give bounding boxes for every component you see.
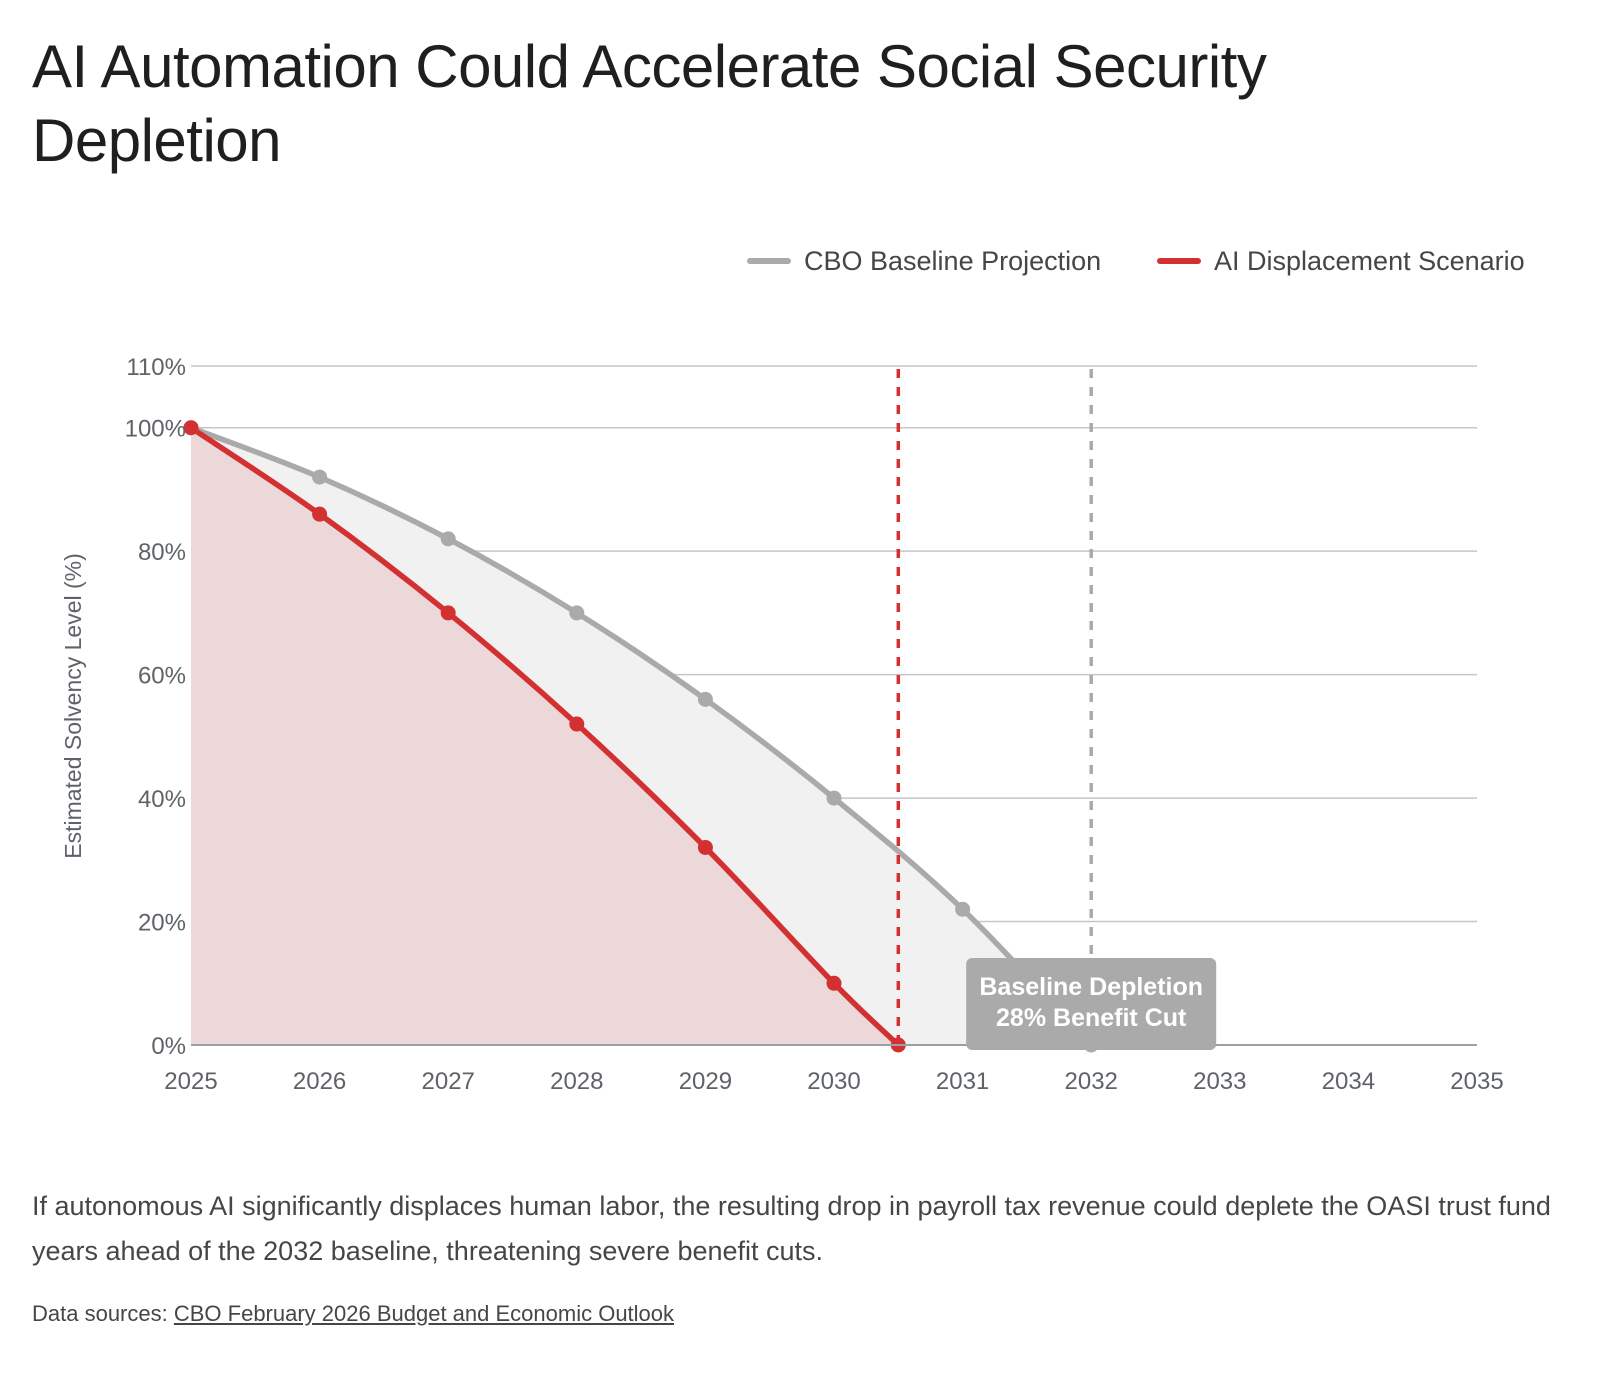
data-point bbox=[312, 506, 328, 522]
series-areas bbox=[191, 427, 1092, 1045]
y-tick-label: 80% bbox=[138, 539, 186, 566]
x-tick-label: 2033 bbox=[1193, 1068, 1246, 1095]
data-point bbox=[697, 839, 713, 855]
x-tick-label: 2030 bbox=[807, 1068, 860, 1095]
data-point bbox=[312, 469, 328, 485]
series-area bbox=[191, 427, 899, 1045]
x-tick-label: 2032 bbox=[1065, 1068, 1118, 1095]
x-tick-label: 2029 bbox=[679, 1068, 732, 1095]
legend: CBO Baseline Projection AI Displacement S… bbox=[747, 246, 1525, 276]
y-axis-title: Estimated Solvency Level (%) bbox=[60, 553, 86, 859]
annotations: Baseline Depletion 28% Benefit Cut bbox=[966, 958, 1217, 1050]
y-tick-label: 20% bbox=[138, 910, 186, 937]
x-tick-label: 2034 bbox=[1322, 1068, 1375, 1095]
y-tick-label: 40% bbox=[138, 786, 186, 813]
y-tick-label: 60% bbox=[138, 663, 186, 690]
chart-caption: If autonomous AI significantly displaces… bbox=[32, 1191, 1551, 1266]
x-tick-label: 2035 bbox=[1450, 1068, 1503, 1095]
data-point bbox=[440, 531, 456, 547]
legend-label: AI Displacement Scenario bbox=[1214, 246, 1525, 276]
data-point bbox=[826, 975, 842, 991]
sources-link[interactable]: CBO February 2026 Budget and Economic Ou… bbox=[173, 1301, 675, 1326]
data-sources: Data sources: CBO February 2026 Budget a… bbox=[32, 1298, 674, 1330]
legend-label: CBO Baseline Projection bbox=[804, 246, 1101, 276]
reference-lines bbox=[896, 369, 1093, 1045]
x-tick-label: 2027 bbox=[422, 1068, 475, 1095]
x-tick-label: 2026 bbox=[293, 1068, 346, 1095]
data-point bbox=[697, 691, 713, 707]
x-tick-label: 2031 bbox=[936, 1068, 989, 1095]
data-point bbox=[569, 716, 585, 732]
axes: 0% 20% 40% 60% 80% 100% 110% Estimated Solvency… bbox=[60, 354, 1504, 1095]
x-tick-label: 2025 bbox=[164, 1068, 217, 1095]
y-tick-label: 100% bbox=[125, 416, 186, 443]
data-point bbox=[440, 605, 456, 621]
annotation-box bbox=[966, 958, 1217, 1050]
data-point bbox=[955, 901, 971, 917]
annotation-text: 28% Benefit Cut bbox=[996, 1004, 1187, 1032]
annotation-text: Baseline Depletion bbox=[979, 973, 1203, 1001]
y-tick-label: 110% bbox=[126, 354, 186, 381]
data-point bbox=[826, 790, 842, 806]
sources-label: Data sources: bbox=[32, 1301, 168, 1326]
chart-title: AI Automation Could Accelerate Social Se… bbox=[32, 33, 1267, 174]
y-tick-label: 0% bbox=[151, 1033, 186, 1060]
data-point bbox=[183, 420, 199, 436]
data-point bbox=[569, 605, 585, 621]
x-tick-label: 2028 bbox=[550, 1068, 603, 1095]
